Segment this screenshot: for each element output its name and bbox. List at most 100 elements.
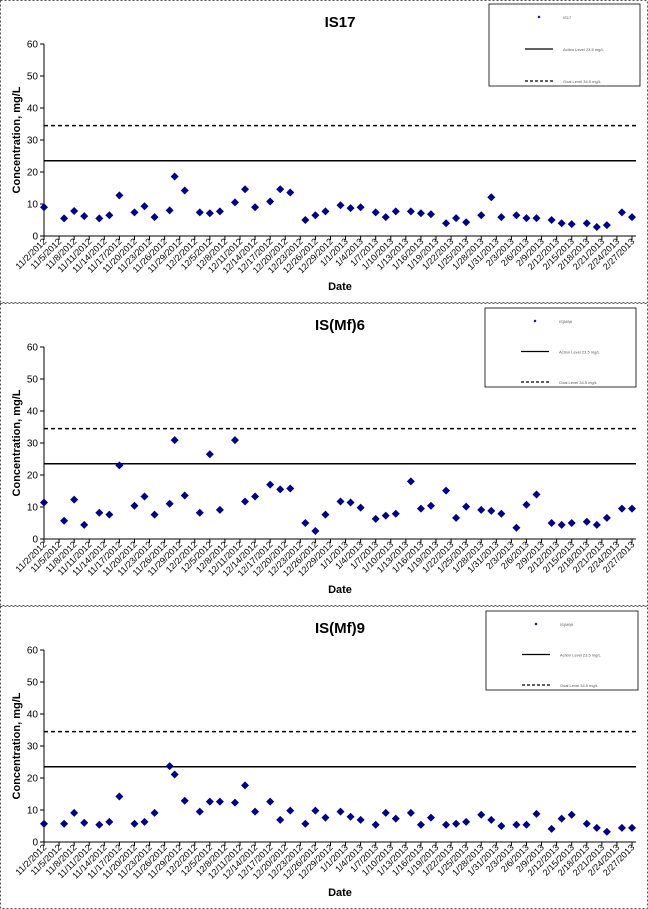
y-tick-label: 10 [27,503,39,514]
data-point [321,207,330,216]
y-tick-label: 20 [27,471,39,482]
data-point [70,495,79,504]
data-point [95,214,104,223]
y-tick-label: 50 [27,375,39,386]
data-point [241,185,250,194]
data-point [512,211,521,220]
data-point [276,185,285,194]
data-point [452,513,461,522]
data-point [336,497,345,506]
data-point [557,219,566,228]
x-axis-label: Date [328,887,352,899]
data-point [582,517,591,526]
y-tick-label: 20 [27,774,39,785]
data-point [230,436,239,445]
chart-title: IS17 [325,14,356,31]
data-point [251,492,260,501]
data-point [567,519,576,527]
data-point [582,819,591,828]
data-point [215,797,224,806]
data-point [381,213,390,222]
data-point [547,519,556,527]
data-point [592,223,601,232]
legend-label: Action Level 23.5 mg/L [560,653,601,658]
y-axis-label: Concentration, mg/L [11,692,23,799]
data-point [477,505,486,514]
data-point [60,516,69,525]
data-point [582,219,591,228]
legend-label: IS(Mf)6 [559,319,573,324]
legend-marker [533,319,537,323]
data-point [371,514,380,523]
y-tick-label: 0 [32,232,38,243]
data-point [602,513,611,522]
y-tick-label: 60 [27,343,39,354]
data-point [567,810,576,819]
data-point [251,807,260,816]
legend-label: Goal Level 34.5 mg/L [559,380,598,385]
y-axis-label: Concentration, mg/L [11,389,23,496]
data-point [381,511,390,520]
chart-panel: IS17010203040506011/2/201211/5/201211/8/… [0,0,648,303]
y-tick-label: 40 [27,407,39,418]
data-point [497,822,506,830]
data-point [205,209,214,218]
data-point [150,510,159,519]
data-point [522,214,531,223]
data-point [617,504,626,513]
data-point [150,213,159,222]
data-point [442,219,451,228]
y-tick-label: 60 [27,40,39,51]
legend-label: Action Level 23.5 mg/L [559,350,600,355]
data-point [140,202,149,211]
chart-title: IS(Mf)9 [315,620,365,637]
data-point [557,814,566,823]
data-point [286,188,295,197]
data-point [130,208,139,217]
data-point [70,207,79,216]
legend-box [488,3,641,87]
data-point [286,806,295,815]
data-point [532,490,541,499]
data-point [195,807,204,816]
data-point [487,506,496,515]
data-point [592,823,601,832]
data-point [462,817,471,826]
data-point [205,450,214,459]
data-point [406,808,415,817]
data-point [170,770,179,779]
data-point [95,508,104,517]
data-point [477,211,486,220]
data-point [165,206,174,215]
data-point [311,806,320,815]
data-point [105,510,114,519]
data-point [40,819,48,828]
data-point [462,218,471,227]
data-point [215,505,224,514]
x-axis-label: Date [328,281,352,293]
y-tick-label: 30 [27,439,39,450]
y-tick-label: 30 [27,136,39,147]
data-point [311,211,320,220]
data-point [567,220,576,229]
legend-label: Goal Level 34.5 mg/L [563,79,602,84]
data-point [301,216,310,224]
y-tick-label: 40 [27,104,39,115]
data-point [301,519,310,527]
data-point [487,815,496,824]
data-point [346,812,355,821]
data-point [462,502,471,511]
y-tick-label: 0 [32,838,38,849]
data-point [452,214,461,223]
data-point [80,520,89,529]
data-point [416,209,425,218]
data-point [416,820,425,829]
legend-marker [537,15,541,19]
data-point [266,480,275,489]
data-point [140,817,149,826]
data-point [170,436,179,445]
data-point [532,214,541,223]
data-point [80,818,89,827]
data-point [230,198,239,207]
